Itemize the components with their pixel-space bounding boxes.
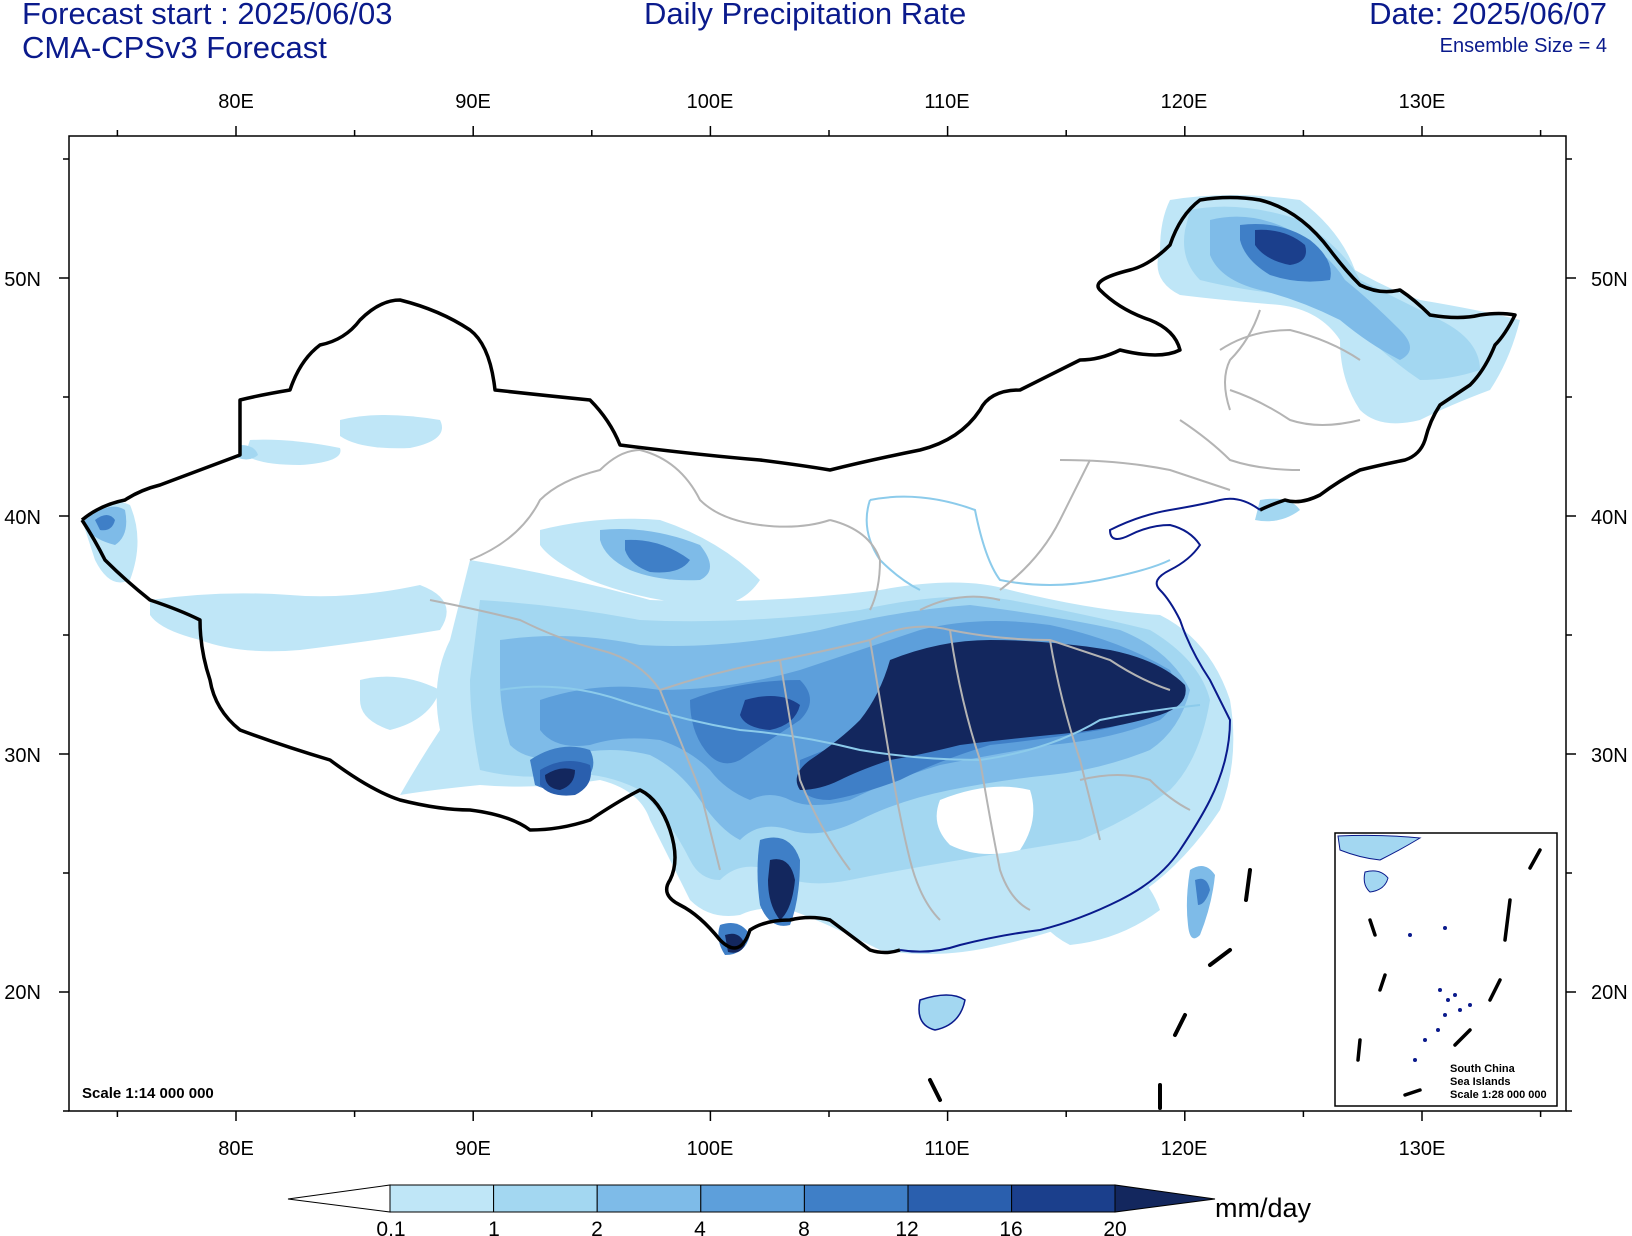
colorbar-level-label: 1 [488,1218,500,1236]
longitude-labels-top: 80E 90E 100E 110E 120E 130E [218,91,1445,113]
colorbar-level-label: 0.1 [376,1218,405,1236]
lon-label-top: 80E [218,91,254,113]
inset-note-line3: Scale 1:28 000 000 [1450,1089,1547,1101]
colorbar-box [907,1184,1013,1213]
map-title: Daily Precipitation Rate [644,0,967,31]
lat-label-left: 40N [4,507,41,529]
forecast-date-label: Date: 2025/06/07 [1369,0,1607,31]
coastline [899,497,1261,953]
lon-label-top: 90E [455,91,491,113]
province-borders [429,309,1361,921]
boundary-dashes [928,868,1252,1110]
lon-label-top: 130E [1399,91,1446,113]
colorbar-level-label: 16 [999,1218,1022,1236]
forecast-start-label: Forecast start : 2025/06/03 [22,0,393,31]
colorbar-box [493,1184,598,1213]
lon-label-bottom: 90E [455,1138,491,1160]
lat-label-right: 20N [1591,982,1628,1004]
colorbar-level-label: 4 [694,1218,706,1236]
precipitation-field [82,195,1520,1031]
latitude-labels-right: 50N 40N 30N 20N [1591,269,1628,1004]
china-border [80,195,1517,522]
inset-note-line1: South China [1450,1063,1516,1075]
colorbar-box [596,1184,702,1213]
lon-label-bottom: 100E [687,1138,734,1160]
lat-label-left: 30N [4,745,41,767]
colorbar-level-label: 12 [895,1218,918,1236]
longitude-labels-bottom: 80E 90E 100E 110E 120E 130E [218,1138,1445,1160]
lon-label-top: 100E [687,91,734,113]
colorbar-box [389,1184,495,1213]
lat-label-left: 20N [4,982,41,1004]
lon-label-bottom: 120E [1161,1138,1208,1160]
china-border-southwest [80,519,901,955]
ensemble-size-label: Ensemble Size = 4 [1439,35,1607,57]
scale-note: Scale 1:14 000 000 [82,1085,214,1102]
colorbar-level-label: 8 [798,1218,810,1236]
colorbar: 0.1 1 2 4 8 12 16 20 mm/day [287,1184,1312,1236]
lat-label-right: 40N [1591,507,1628,529]
lat-label-right: 30N [1591,745,1628,767]
colorbar-level-label: 2 [591,1218,603,1236]
colorbar-high-triangle [1114,1184,1216,1213]
lat-label-right: 50N [1591,269,1628,291]
lon-label-top: 120E [1161,91,1208,113]
lon-label-bottom: 130E [1399,1138,1446,1160]
lon-label-bottom: 110E [924,1138,969,1160]
colorbar-box [700,1184,805,1213]
colorbar-units: mm/day [1215,1193,1312,1223]
map-frame [68,135,1567,1112]
inset-note-line2: Sea Islands [1450,1076,1511,1088]
colorbar-box [803,1184,909,1213]
lon-label-bottom: 80E [218,1138,254,1160]
colorbar-box [1011,1184,1116,1213]
model-label: CMA-CPSv3 Forecast [22,30,327,65]
colorbar-level-label: 20 [1103,1218,1126,1236]
colorbar-low-triangle [287,1184,391,1213]
latitude-labels-left: 50N 40N 30N 20N [4,269,41,1004]
axis-ticks [59,126,1576,1121]
lat-label-left: 50N [4,269,41,291]
south-china-sea-inset: South China Sea Islands Scale 1:28 000 0… [1334,832,1558,1107]
lon-label-top: 110E [924,91,969,113]
